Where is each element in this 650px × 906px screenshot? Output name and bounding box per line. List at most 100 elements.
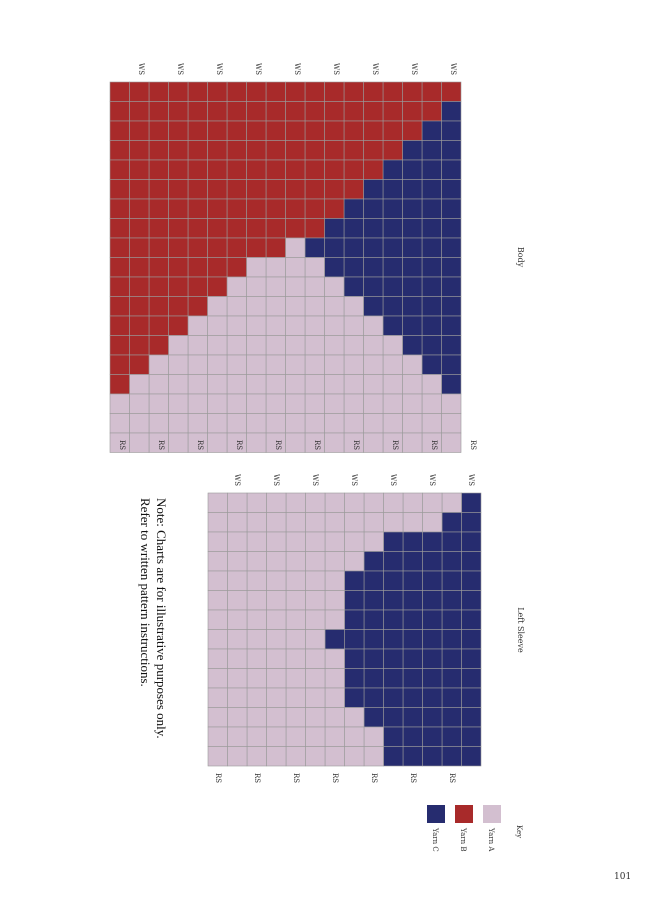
chart-cell (343, 218, 364, 239)
chart-cell (402, 198, 423, 219)
chart-cell (422, 551, 443, 572)
chart-cell (285, 432, 306, 453)
chart-cell (207, 315, 228, 336)
chart-cell (265, 393, 286, 414)
chart-cell (421, 413, 442, 434)
chart-cell (363, 746, 384, 767)
chart-cell (382, 218, 403, 239)
chart-cell (363, 335, 384, 356)
row-label: RS (118, 440, 126, 450)
chart-cell (402, 668, 423, 689)
chart-cell (343, 335, 364, 356)
row-label: RS (331, 773, 339, 783)
chart-cell (265, 218, 286, 239)
row-label: WS (293, 63, 301, 75)
chart-cell (207, 354, 228, 375)
chart-cell (461, 609, 482, 630)
chart-cell (324, 120, 345, 141)
chart-cell (402, 237, 423, 258)
chart-cell (285, 687, 306, 708)
chart-cell (402, 120, 423, 141)
row-label: WS (371, 63, 379, 75)
chart-cell (304, 374, 325, 395)
chart-cell (441, 531, 462, 552)
chart-cell (422, 512, 443, 533)
chart-cell (324, 551, 345, 572)
row-label: WS (176, 63, 184, 75)
chart-cell (246, 492, 267, 513)
chart-cell (246, 257, 267, 278)
chart-cell (382, 315, 403, 336)
chart-cell (148, 140, 169, 161)
chart-cell (129, 198, 150, 219)
chart-cell (422, 746, 443, 767)
chart-cell (363, 629, 384, 650)
row-label: RS (235, 440, 243, 450)
chart-cell (285, 746, 306, 767)
chart-cell (402, 531, 423, 552)
chart-cell (461, 570, 482, 591)
chart-cell (226, 120, 247, 141)
chart-cell (207, 218, 228, 239)
chart-cell (246, 551, 267, 572)
chart-cell (266, 512, 287, 533)
chart-cell (305, 590, 326, 611)
chart-cell (285, 512, 306, 533)
chart-cell (285, 335, 306, 356)
chart-cell (109, 296, 130, 317)
chart-cell (129, 237, 150, 258)
chart-cell (109, 276, 130, 297)
chart-cell (402, 590, 423, 611)
chart-cell (324, 374, 345, 395)
chart-cell (265, 81, 286, 102)
row-label: RS (292, 773, 300, 783)
chart-cell (265, 413, 286, 434)
chart-cell (441, 687, 462, 708)
chart-cell (382, 140, 403, 161)
chart-cell (168, 276, 189, 297)
chart-cell (324, 354, 345, 375)
chart-cell (382, 354, 403, 375)
chart-cell (324, 335, 345, 356)
chart-cell (285, 413, 306, 434)
chart-cell (382, 179, 403, 200)
chart-cell (148, 179, 169, 200)
chart-cell (168, 335, 189, 356)
chart-cell (168, 432, 189, 453)
chart-cell (148, 237, 169, 258)
row-label: WS (272, 474, 280, 486)
chart-cell (344, 668, 365, 689)
chart-cell (265, 179, 286, 200)
chart-cell (324, 140, 345, 161)
chart-cell (461, 707, 482, 728)
chart-cell (421, 374, 442, 395)
chart-cell (441, 413, 462, 434)
chart-cell (285, 726, 306, 747)
chart-cell (285, 179, 306, 200)
chart-cell (148, 276, 169, 297)
chart-cell (285, 354, 306, 375)
body-chart: WS WS WS WS WS WS WS WS WS RS RS RS RS RS RS RS RS RSRS … (109, 63, 525, 453)
chart-cell (363, 120, 384, 141)
body-chart-grid (109, 81, 462, 453)
chart-cell (265, 237, 286, 258)
chart-cell (422, 707, 443, 728)
chart-cell (343, 198, 364, 219)
row-label: WS (311, 474, 319, 486)
chart-cell (129, 413, 150, 434)
chart-cell (168, 218, 189, 239)
chart-cell (187, 315, 208, 336)
chart-cell (421, 315, 442, 336)
chart-cell (129, 179, 150, 200)
chart-cell (421, 120, 442, 141)
chart-cell (148, 296, 169, 317)
row-label: RS (391, 440, 399, 450)
chart-cell (382, 237, 403, 258)
chart-cell (402, 140, 423, 161)
chart-cell (421, 237, 442, 258)
chart-cell (227, 609, 248, 630)
chart-cell (383, 746, 404, 767)
chart-cell (265, 374, 286, 395)
chart-cell (226, 179, 247, 200)
chart-cell (383, 648, 404, 669)
